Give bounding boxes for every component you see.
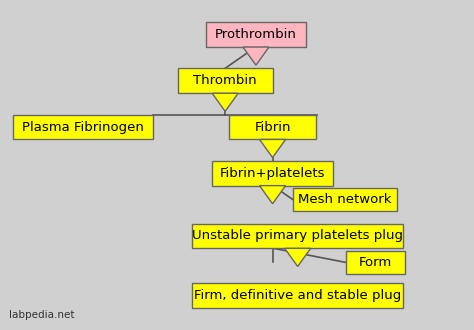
FancyBboxPatch shape [212, 161, 333, 185]
Text: Fibrin: Fibrin [254, 120, 291, 134]
FancyBboxPatch shape [192, 283, 403, 308]
Text: Firm, definitive and stable plug: Firm, definitive and stable plug [194, 289, 401, 302]
Text: Thrombin: Thrombin [193, 74, 257, 87]
Polygon shape [243, 47, 269, 65]
FancyBboxPatch shape [293, 188, 397, 211]
FancyBboxPatch shape [346, 251, 405, 274]
FancyBboxPatch shape [228, 115, 316, 139]
FancyBboxPatch shape [13, 115, 153, 139]
FancyBboxPatch shape [178, 69, 273, 93]
Polygon shape [284, 248, 311, 267]
Text: Mesh network: Mesh network [298, 193, 392, 206]
Polygon shape [212, 93, 238, 112]
Polygon shape [259, 139, 285, 158]
Text: Form: Form [359, 256, 392, 269]
Text: Prothrombin: Prothrombin [215, 28, 297, 41]
Text: Unstable primary platelets plug: Unstable primary platelets plug [192, 229, 403, 243]
Polygon shape [259, 185, 285, 204]
Text: Plasma Fibrinogen: Plasma Fibrinogen [22, 120, 144, 134]
Text: Fibrin+platelets: Fibrin+platelets [220, 167, 325, 180]
Text: labpedia.net: labpedia.net [9, 310, 75, 320]
FancyBboxPatch shape [192, 224, 403, 248]
FancyBboxPatch shape [206, 22, 306, 47]
